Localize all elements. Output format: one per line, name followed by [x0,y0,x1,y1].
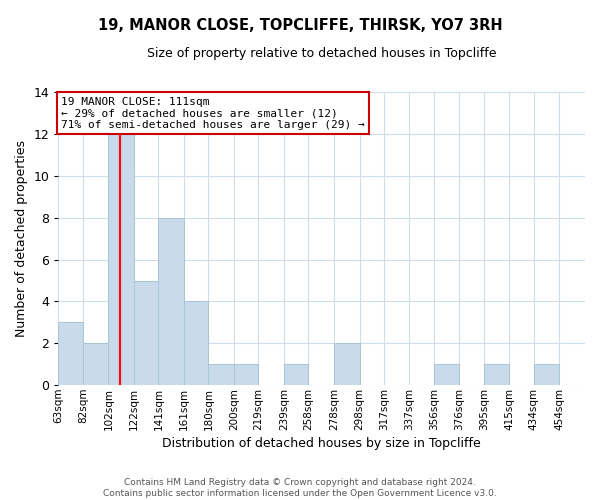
Title: Size of property relative to detached houses in Topcliffe: Size of property relative to detached ho… [147,48,496,60]
Bar [234,364,259,385]
Bar [184,302,208,385]
Bar [208,364,234,385]
Text: 19, MANOR CLOSE, TOPCLIFFE, THIRSK, YO7 3RH: 19, MANOR CLOSE, TOPCLIFFE, THIRSK, YO7 … [98,18,502,32]
Y-axis label: Number of detached properties: Number of detached properties [15,140,28,337]
Bar [58,322,83,385]
Text: Contains HM Land Registry data © Crown copyright and database right 2024.
Contai: Contains HM Land Registry data © Crown c… [103,478,497,498]
Bar [484,364,509,385]
Text: 19 MANOR CLOSE: 111sqm
← 29% of detached houses are smaller (12)
71% of semi-det: 19 MANOR CLOSE: 111sqm ← 29% of detached… [61,96,365,130]
Bar [158,218,184,385]
Bar [83,344,109,385]
Bar [134,280,158,385]
X-axis label: Distribution of detached houses by size in Topcliffe: Distribution of detached houses by size … [163,437,481,450]
Bar [284,364,308,385]
Bar [109,134,134,385]
Bar [334,344,359,385]
Bar [534,364,559,385]
Bar [434,364,460,385]
